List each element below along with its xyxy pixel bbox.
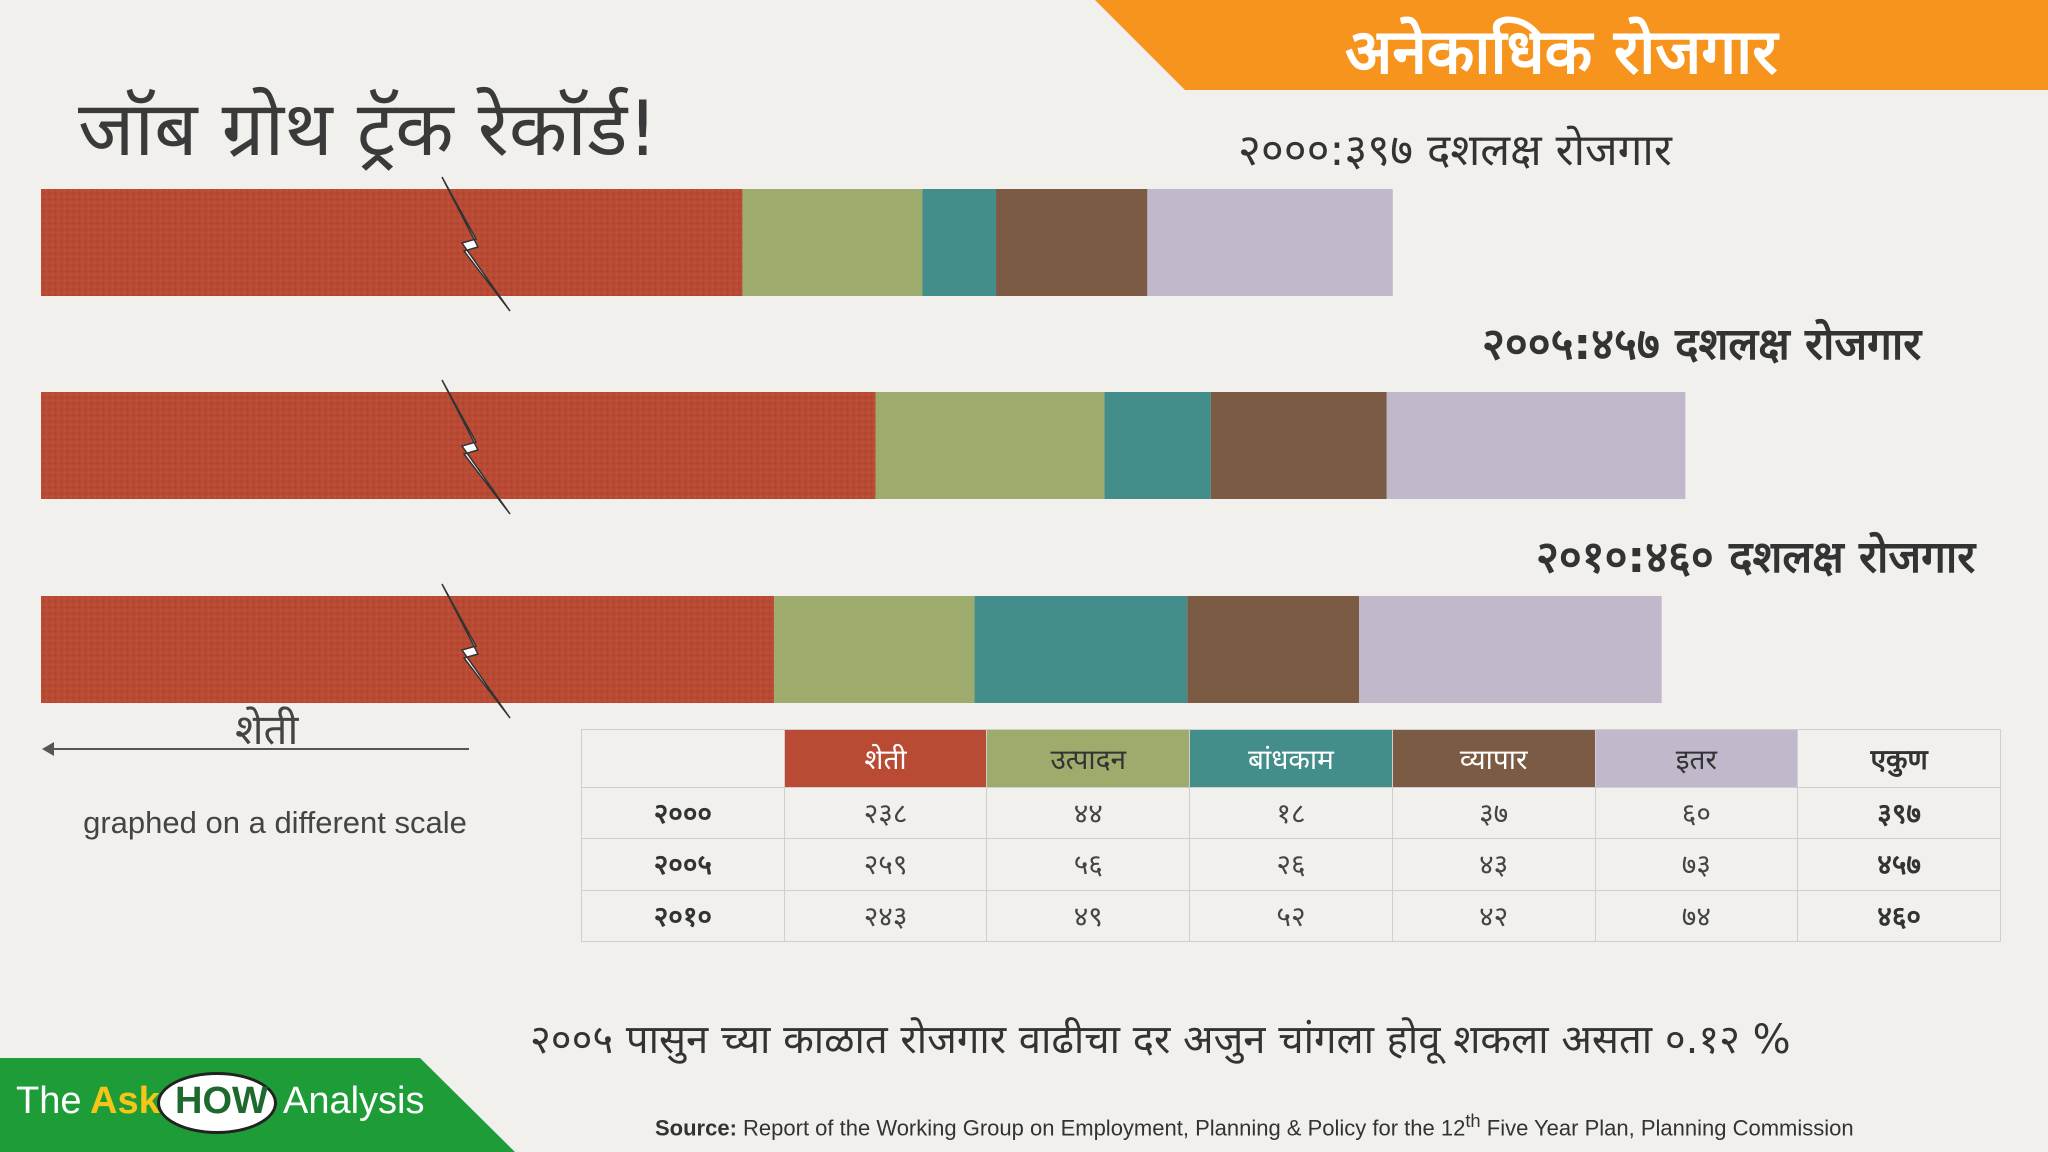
table-cell: ४२ — [1391, 889, 1596, 943]
table-cell: ४३ — [1391, 838, 1596, 891]
table-cell: ४९ — [986, 889, 1191, 943]
table-total-cell: ४५७ — [1797, 838, 2001, 891]
table-row: २०१० २४३ ४९ ५२ ४२ ७४ ४६० — [581, 889, 2001, 943]
table-cell: २५९ — [783, 838, 988, 891]
table-cell: ६० — [1594, 786, 1799, 840]
bar-segment-3-row-1 — [922, 189, 997, 296]
table-cell: १८ — [1189, 786, 1393, 840]
bar-segment-5-row-1 — [1147, 189, 1393, 296]
source-text-end: Five Year Plan, Planning Commission — [1480, 1115, 1854, 1141]
brand-analysis: Analysis — [283, 1080, 425, 1122]
brand-badge: The Ask HOW Analysis — [0, 1058, 515, 1152]
table-cell: ३७ — [1391, 786, 1596, 840]
table-header-cell: उत्पादन — [986, 729, 1191, 788]
source-label: Source: — [655, 1115, 737, 1141]
speech-bubble-icon — [157, 1072, 277, 1134]
axis-break-icon — [441, 583, 511, 719]
table-cell: ५६ — [986, 838, 1191, 891]
table-cell: ४४ — [986, 786, 1191, 840]
table-cell: ५२ — [1189, 889, 1393, 943]
stacked-bar-chart — [41, 176, 1686, 719]
brand-ask: Ask — [90, 1080, 160, 1122]
table-row: २००५ २५९ ५६ २६ ४३ ७३ ४५७ — [581, 838, 2001, 891]
bar-segment-5-row-3 — [1358, 596, 1662, 703]
brand-how: HOW — [175, 1080, 268, 1122]
table-cell: ७४ — [1594, 889, 1799, 943]
bar-segment-5-row-2 — [1386, 392, 1686, 499]
axis-break-icon — [441, 379, 511, 515]
source-citation: Source: Report of the Working Group on E… — [655, 1110, 1854, 1141]
bar-segment-2-row-3 — [774, 596, 975, 703]
table-cell: २६ — [1189, 838, 1393, 891]
bar-segment-3-row-2 — [1104, 392, 1211, 499]
growth-note: २००५ पासुन च्या काळात रोजगार वाढीचा दर अ… — [530, 1017, 1791, 1063]
bar-title-2010: २०१०:४६० दशलक्ष रोजगार — [1536, 532, 1976, 583]
table-year-cell: २०१० — [581, 889, 785, 943]
bar-segment-1-row-1 — [41, 189, 743, 296]
source-text: Report of the Working Group on Employmen… — [736, 1115, 1466, 1141]
table-cell: २३८ — [783, 786, 988, 840]
scale-note: graphed on a different scale — [83, 805, 467, 840]
brand-the: The — [16, 1080, 82, 1122]
title-banner — [1095, 0, 2048, 90]
table-header-cell — [581, 729, 785, 788]
bar-title-2005: २००५:४५७ दशलक्ष रोजगार — [1482, 319, 1922, 370]
table-header-cell: व्यापार — [1391, 729, 1596, 788]
table-year-cell: २००५ — [581, 838, 785, 891]
table-header-row: शेती उत्पादन बांधकाम व्यापार इतर एकुण — [581, 729, 2001, 788]
table-year-cell: २००० — [581, 786, 785, 840]
table-total-cell: ४६० — [1797, 889, 2001, 943]
bar-segment-4-row-2 — [1210, 392, 1387, 499]
bar-segment-4-row-1 — [996, 189, 1148, 296]
page-title: जॉब ग्रोथ ट्रॅक रेकॉर्ड! — [78, 84, 658, 173]
banner-title: अनेकाधिक रोजगार — [1345, 15, 1778, 88]
table-cell: ७३ — [1594, 838, 1799, 891]
bar-segment-1-row-3 — [41, 596, 775, 703]
legend-arrow — [42, 742, 469, 756]
legend-label: शेती — [235, 705, 299, 754]
bar-title-2000: २०००:३९७ दशलक्ष रोजगार — [1238, 125, 1672, 176]
bar-segment-2-row-2 — [875, 392, 1105, 499]
bar-segment-1-row-2 — [41, 392, 876, 499]
table-header-cell: बांधकाम — [1189, 729, 1393, 788]
table-row: २००० २३८ ४४ १८ ३७ ६० ३९७ — [581, 786, 2001, 840]
table-header-cell: एकुण — [1797, 729, 2001, 788]
bar-segment-2-row-1 — [742, 189, 923, 296]
table-header-cell: शेती — [783, 729, 988, 788]
source-superscript: th — [1465, 1110, 1481, 1131]
table-cell: २४३ — [783, 889, 988, 943]
bar-segment-3-row-3 — [974, 596, 1188, 703]
bar-segment-4-row-3 — [1187, 596, 1359, 703]
axis-break-icon — [441, 176, 511, 312]
table-total-cell: ३९७ — [1797, 786, 2001, 840]
table-header-cell: इतर — [1594, 729, 1799, 788]
data-table: शेती उत्पादन बांधकाम व्यापार इतर एकुण २००० २३८… — [581, 729, 2001, 943]
